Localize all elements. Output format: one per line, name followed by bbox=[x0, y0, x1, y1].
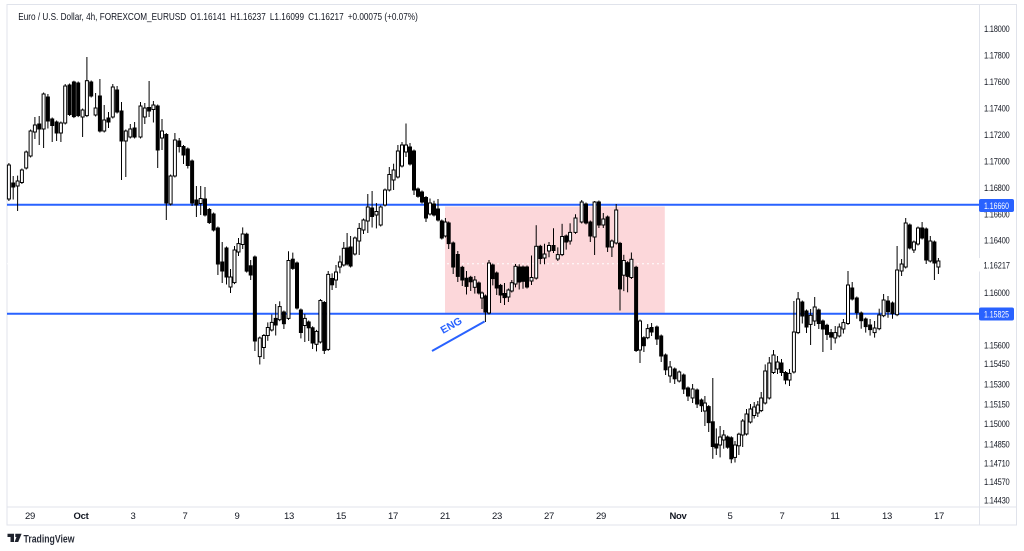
svg-text:29: 29 bbox=[596, 511, 606, 522]
svg-text:TradingView: TradingView bbox=[24, 533, 75, 545]
svg-text:29: 29 bbox=[25, 511, 35, 522]
svg-text:1.15150: 1.15150 bbox=[984, 399, 1010, 410]
svg-text:1.16400: 1.16400 bbox=[984, 235, 1010, 246]
svg-text:17: 17 bbox=[388, 511, 398, 522]
svg-text:Nov: Nov bbox=[669, 511, 687, 522]
svg-text:17: 17 bbox=[934, 511, 944, 522]
svg-text:1.15000: 1.15000 bbox=[984, 419, 1010, 430]
svg-text:9: 9 bbox=[235, 511, 240, 522]
svg-text:13: 13 bbox=[882, 511, 892, 522]
svg-text:1.16000: 1.16000 bbox=[984, 288, 1010, 299]
svg-text:7: 7 bbox=[183, 511, 188, 522]
svg-text:1.16660: 1.16660 bbox=[984, 201, 1009, 211]
svg-text:1.15825: 1.15825 bbox=[984, 309, 1009, 319]
svg-text:1.14710: 1.14710 bbox=[984, 458, 1010, 469]
svg-text:3: 3 bbox=[131, 511, 136, 522]
svg-text:1.15450: 1.15450 bbox=[984, 359, 1010, 370]
svg-text:21: 21 bbox=[440, 511, 450, 522]
svg-text:15: 15 bbox=[336, 511, 346, 522]
svg-text:1.15600: 1.15600 bbox=[984, 340, 1010, 351]
svg-text:1.18000: 1.18000 bbox=[984, 24, 1010, 35]
svg-text:11: 11 bbox=[830, 511, 839, 522]
svg-text:7: 7 bbox=[780, 511, 785, 522]
svg-text:Euro / U.S. Dollar, 4h, FOREXC: Euro / U.S. Dollar, 4h, FOREXCOM_EURUSD … bbox=[18, 11, 418, 23]
svg-text:1.14570: 1.14570 bbox=[984, 477, 1010, 488]
svg-text:1.17800: 1.17800 bbox=[984, 50, 1010, 61]
svg-text:1.17000: 1.17000 bbox=[984, 156, 1010, 167]
svg-text:Oct: Oct bbox=[74, 511, 90, 522]
svg-text:1.14430: 1.14430 bbox=[984, 495, 1010, 506]
svg-text:13: 13 bbox=[284, 511, 294, 522]
svg-text:23: 23 bbox=[492, 511, 502, 522]
svg-text:5: 5 bbox=[728, 511, 733, 522]
svg-text:1.17600: 1.17600 bbox=[984, 77, 1010, 88]
svg-text:1.17400: 1.17400 bbox=[984, 103, 1010, 114]
svg-text:1.14850: 1.14850 bbox=[984, 439, 1010, 450]
svg-text:1.16600: 1.16600 bbox=[984, 209, 1010, 220]
svg-text:1.16217: 1.16217 bbox=[984, 260, 1011, 271]
svg-text:1.17200: 1.17200 bbox=[984, 130, 1010, 141]
svg-text:1.15300: 1.15300 bbox=[984, 379, 1010, 390]
svg-text:27: 27 bbox=[544, 511, 554, 522]
svg-text:1.16800: 1.16800 bbox=[984, 183, 1010, 194]
